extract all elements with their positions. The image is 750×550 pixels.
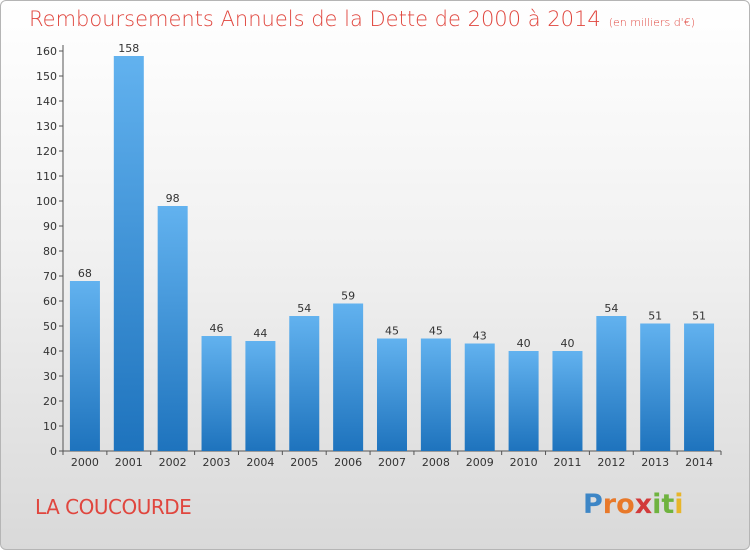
bar-value-label: 98 xyxy=(166,192,180,205)
y-tick-label: 100 xyxy=(36,195,57,208)
x-tick-label: 2004 xyxy=(246,456,274,469)
x-tick-label: 2010 xyxy=(510,456,538,469)
bar xyxy=(333,303,364,451)
bar xyxy=(113,56,144,451)
bar xyxy=(245,341,276,451)
bar xyxy=(69,281,100,451)
y-tick-label: 70 xyxy=(43,270,57,283)
x-tick-label: 2007 xyxy=(378,456,406,469)
bar xyxy=(377,338,407,451)
y-tick-label: 60 xyxy=(43,295,57,308)
bar-value-label: 59 xyxy=(341,290,355,303)
logo-letter: i xyxy=(652,489,662,520)
bar xyxy=(596,316,627,451)
bar-value-label: 40 xyxy=(560,337,574,350)
y-tick-label: 90 xyxy=(43,220,57,233)
logo-letter: x xyxy=(634,489,653,520)
y-tick-label: 0 xyxy=(50,445,57,458)
bar-value-label: 40 xyxy=(517,337,531,350)
bar xyxy=(464,343,495,451)
x-tick-label: 2005 xyxy=(290,456,318,469)
bars: 68 158 98 46 44 54 59 45 45 43 40 40 54 51 51 xyxy=(69,42,715,451)
x-tick-label: 2000 xyxy=(71,456,99,469)
logo-letter: t xyxy=(661,489,675,520)
x-tick-label: 2012 xyxy=(597,456,625,469)
logo-letter: P xyxy=(583,489,603,520)
y-tick-label: 120 xyxy=(36,145,57,158)
bar-value-label: 43 xyxy=(473,330,487,343)
y-tick-label: 130 xyxy=(36,120,57,133)
bar-value-label: 46 xyxy=(210,322,224,335)
logo-letter: i xyxy=(674,489,684,520)
bar-value-label: 54 xyxy=(297,302,311,315)
bar-value-label: 44 xyxy=(253,327,267,340)
bar xyxy=(420,338,451,451)
bar-value-label: 45 xyxy=(385,325,399,338)
chart-title: Remboursements Annuels de la Dette de 20… xyxy=(29,7,695,31)
y-tick-label: 30 xyxy=(43,370,57,383)
bar xyxy=(508,351,539,451)
bar-value-label: 51 xyxy=(648,310,662,323)
x-tick-label: 2006 xyxy=(334,456,362,469)
bar xyxy=(552,351,583,451)
bar-value-label: 51 xyxy=(692,310,706,323)
y-tick-label: 150 xyxy=(36,70,57,83)
y-tick-label: 20 xyxy=(43,395,57,408)
y-tick-label: 80 xyxy=(43,245,57,258)
commune-name: LA COUCOURDE xyxy=(35,495,192,519)
x-tick-label: 2003 xyxy=(203,456,231,469)
chart-unit: (en milliers d'€) xyxy=(608,16,695,29)
bar-value-label: 54 xyxy=(604,302,618,315)
y-tick-label: 140 xyxy=(36,95,57,108)
y-tick-label: 50 xyxy=(43,320,57,333)
proxiti-logo: Proxiti xyxy=(583,489,684,520)
x-tick-label: 2011 xyxy=(553,456,581,469)
x-tick-label: 2002 xyxy=(159,456,187,469)
logo-letter: r xyxy=(602,489,617,520)
bar xyxy=(289,316,320,451)
bar-value-label: 158 xyxy=(118,42,139,55)
y-tick-label: 10 xyxy=(43,420,57,433)
logo-letter: o xyxy=(616,489,635,520)
bar xyxy=(640,323,671,451)
x-tick-label: 2013 xyxy=(641,456,669,469)
y-tick-label: 110 xyxy=(36,170,57,183)
axes: 0 10 20 30 40 50 60 70 80 90 100 110 120 130 140 150 160… xyxy=(36,45,722,469)
bar-value-label: 68 xyxy=(78,267,92,280)
x-tick-label: 2009 xyxy=(466,456,494,469)
bar xyxy=(201,336,232,451)
x-tick-label: 2001 xyxy=(115,456,143,469)
bar xyxy=(157,206,188,451)
y-tick-label: 40 xyxy=(43,345,57,358)
x-tick-label: 2014 xyxy=(685,456,713,469)
y-tick-label: 160 xyxy=(36,45,57,58)
x-tick-label: 2008 xyxy=(422,456,450,469)
chart-title-text: Remboursements Annuels de la Dette de 20… xyxy=(29,7,601,31)
bar xyxy=(684,323,715,451)
bar-value-label: 45 xyxy=(429,325,443,338)
